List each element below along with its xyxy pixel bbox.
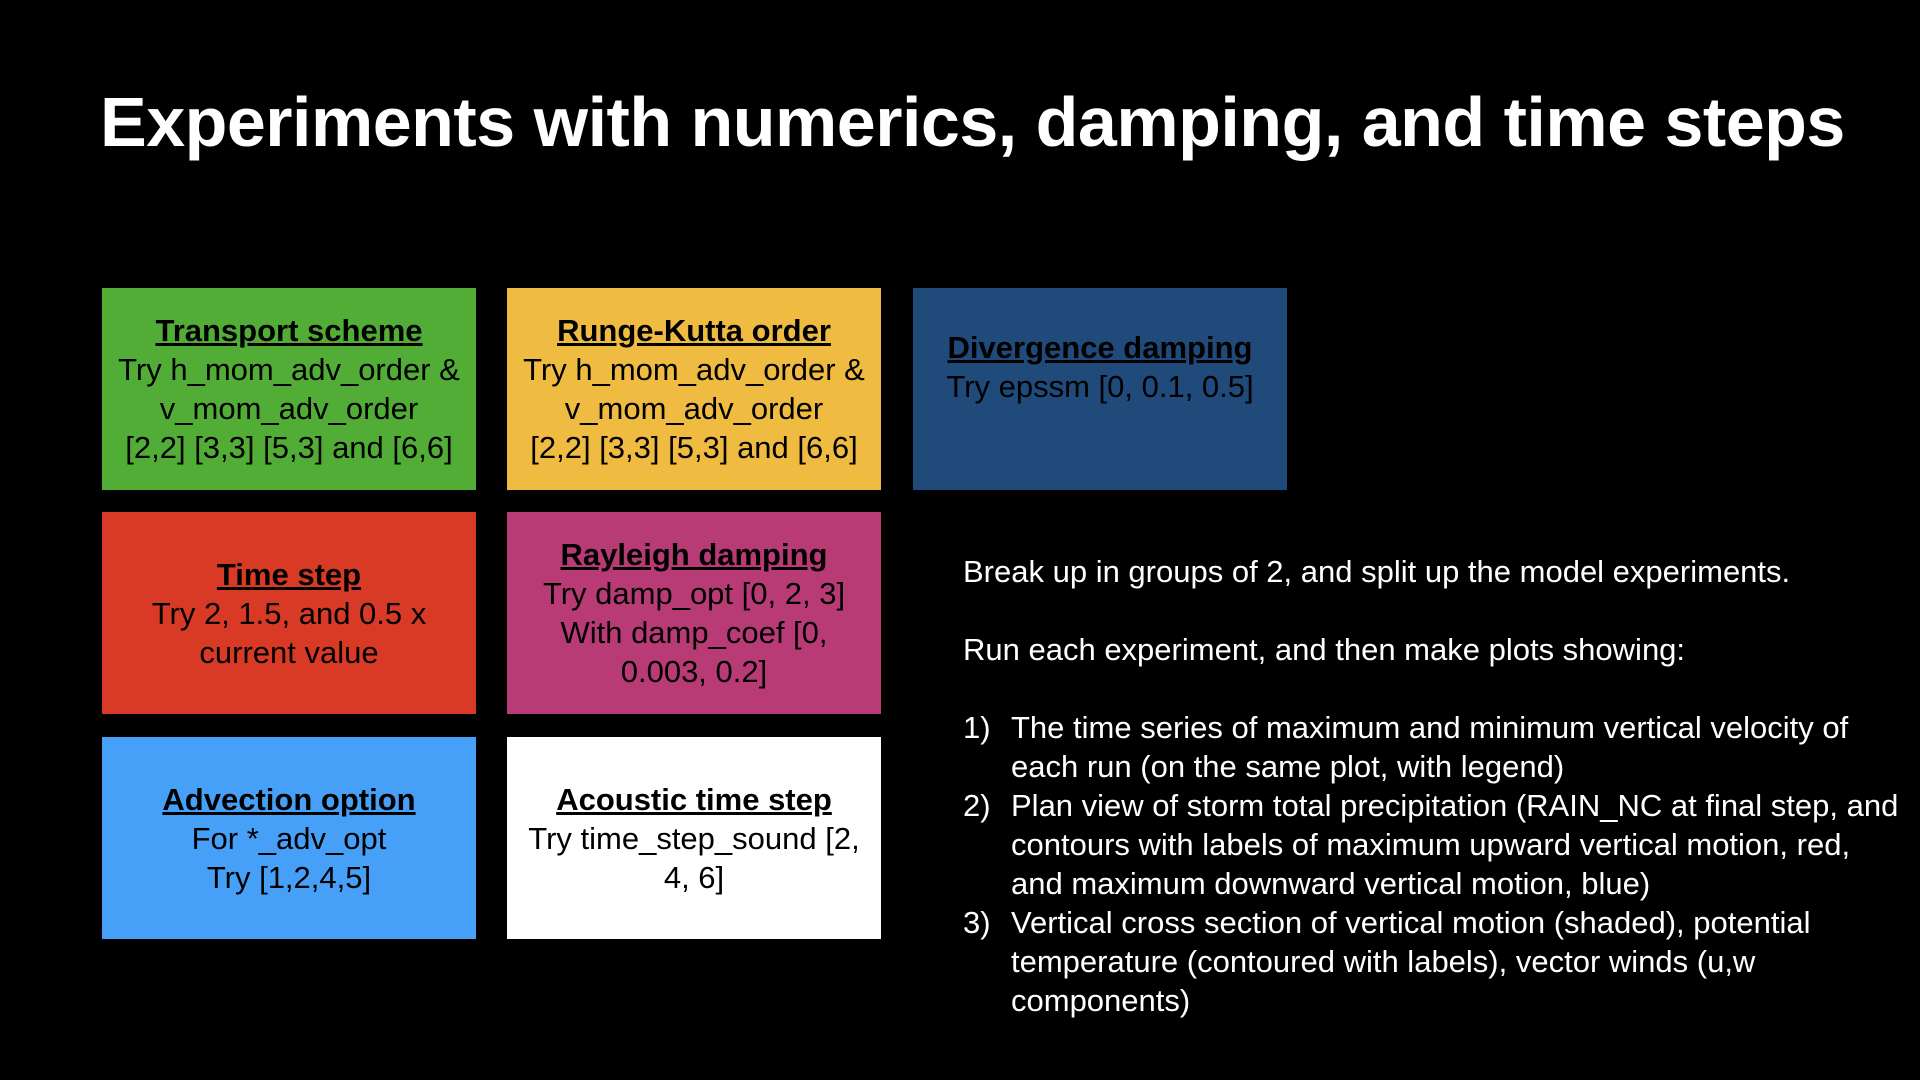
time-step-body: Try 2, 1.5, and 0.5 x current value [151,595,427,670]
step-text: Vertical cross section of vertical motio… [1011,905,1811,1018]
acoustic-time-step-heading: Acoustic time step [556,781,832,817]
rayleigh-damping-body: Try damp_opt [0, 2, 3] With damp_coef [0… [542,576,846,689]
transport-scheme-heading: Transport scheme [155,313,423,348]
step-text: Plan view of storm total precipitation (… [1011,788,1899,901]
time-step-tile: Time step Try 2, 1.5, and 0.5 x current … [102,512,476,714]
time-step-heading: Time step [216,556,362,592]
rayleigh-damping-tile: Rayleigh damping Try damp_opt [0, 2, 3] … [507,512,881,714]
list-item: 3) Vertical cross section of vertical mo… [963,903,1903,1020]
list-item: 2) Plan view of storm total precipitatio… [963,786,1903,903]
divergence-damping-heading: Divergence damping [947,330,1253,365]
plot-steps-list: 1) The time series of maximum and minimu… [963,708,1903,1020]
step-number: 2) [963,788,991,823]
acoustic-time-step-tile: Acoustic time step Try time_step_sound [… [507,737,881,939]
divergence-damping-tile: Divergence damping Try epssm [0, 0.1, 0.… [913,288,1287,490]
step-number: 3) [963,905,991,940]
advection-option-tile: Advection option For *_adv_opt Try [1,2,… [102,737,476,939]
list-item: 1) The time series of maximum and minimu… [963,708,1903,786]
runge-kutta-heading: Runge-Kutta order [557,313,831,348]
acoustic-time-step-body: Try time_step_sound [2, 4, 6] [528,820,860,895]
step-text: The time series of maximum and minimum v… [1011,710,1849,784]
instructions-plots-intro: Run each experiment, and then make plots… [963,632,1686,667]
slide-title: Experiments with numerics, damping, and … [100,83,1845,161]
transport-scheme-tile: Transport scheme Try h_mom_adv_order & v… [102,288,476,490]
rayleigh-damping-heading: Rayleigh damping [560,537,828,572]
advection-option-body: For *_adv_opt Try [1,2,4,5] [191,820,387,895]
instructions-block: Break up in groups of 2, and split up th… [963,552,1903,1020]
step-number: 1) [963,710,991,745]
runge-kutta-body: Try h_mom_adv_order & v_mom_adv_order [2… [523,352,865,465]
instructions-intro: Break up in groups of 2, and split up th… [963,554,1791,589]
runge-kutta-tile: Runge-Kutta order Try h_mom_adv_order & … [507,288,881,490]
transport-scheme-body: Try h_mom_adv_order & v_mom_adv_order [2… [118,352,460,465]
advection-option-heading: Advection option [162,781,416,817]
divergence-damping-body: Try epssm [0, 0.1, 0.5] [946,369,1254,404]
